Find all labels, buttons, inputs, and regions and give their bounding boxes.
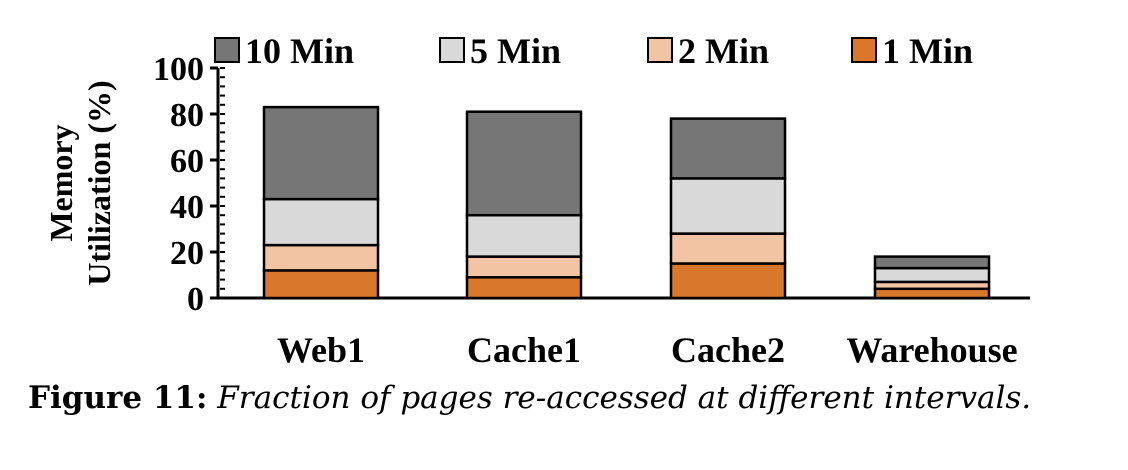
y-tick-label: 20 [170, 235, 204, 272]
legend-label: 2 Min [678, 31, 769, 71]
bar-segment-warehouse-1-min [873, 287, 991, 300]
bar-segment-cache1-10-min [465, 110, 583, 217]
bar-segment-cache1-5-min [465, 213, 583, 258]
legend-label: 10 Min [245, 31, 354, 71]
bar-segment-cache1-1-min [465, 276, 583, 300]
bar-segment-warehouse-5-min [873, 266, 991, 284]
caption-label: Figure 11: [28, 380, 208, 416]
x-category-label: Web1 [277, 330, 365, 370]
figure-caption: Figure 11: Fraction of pages re-accessed… [28, 380, 1108, 416]
bar-segment-web1-5-min [262, 197, 380, 247]
bar-segment-web1-10-min [262, 105, 380, 201]
legend-label: 5 Min [470, 31, 561, 71]
y-axis-title-line: Utilization (%) [81, 80, 117, 285]
y-tick-label: 60 [170, 143, 204, 180]
y-axis-title-line: Memory [43, 124, 79, 241]
bar-segment-cache2-2-min [669, 232, 787, 265]
bar-segment-warehouse-10-min [873, 255, 991, 270]
legend-label: 1 Min [882, 31, 973, 71]
x-category-label: Warehouse [846, 330, 1017, 370]
y-tick-label: 0 [187, 281, 204, 318]
legend-swatch-10-min [214, 37, 240, 63]
bar-segment-cache2-10-min [669, 117, 787, 180]
bar-segment-cache2-1-min [669, 262, 787, 300]
bar-segment-web1-2-min [262, 243, 380, 272]
bar-segment-web1-1-min [262, 269, 380, 300]
legend-swatch-5-min [439, 37, 465, 63]
bar-segment-cache1-2-min [465, 255, 583, 279]
y-tick-label: 80 [170, 97, 204, 134]
x-category-label: Cache1 [467, 330, 581, 370]
x-category-label: Cache2 [671, 330, 785, 370]
y-tick-label: 100 [153, 51, 204, 88]
legend-swatch-2-min [647, 37, 673, 63]
y-tick-label: 40 [170, 189, 204, 226]
stacked-bar-chart: 0 20 40 60 80 100 Memory Utilization (%) Web1 Cac… [43, 31, 1030, 370]
bar-segment-cache2-5-min [669, 177, 787, 235]
legend-swatch-1-min [851, 37, 877, 63]
caption-text: Fraction of pages re-accessed at differe… [217, 380, 1032, 416]
